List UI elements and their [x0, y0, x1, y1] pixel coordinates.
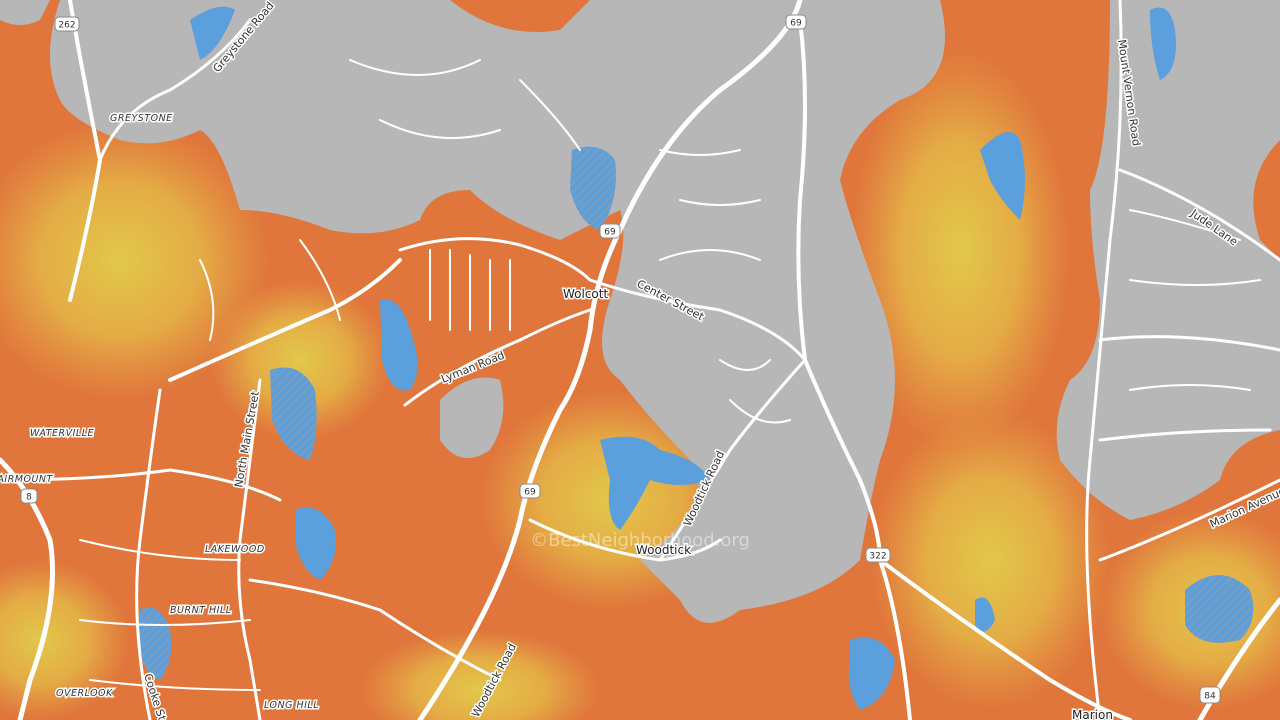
place-label: OVERLOOK	[56, 688, 113, 699]
route-shields: 262 69 69 8 69 322 84	[20, 14, 1221, 704]
shield: 8	[20, 488, 38, 504]
shield-label: 69	[604, 228, 616, 238]
town-label: Wolcott	[563, 287, 608, 301]
shield-label: 69	[790, 19, 802, 29]
shield: 262	[54, 16, 80, 32]
water	[138, 6, 1254, 710]
shield-label: 322	[869, 552, 886, 562]
shield: 69	[519, 483, 541, 499]
place-label: LAKEWOOD	[205, 544, 265, 555]
place-label: GREYSTONE	[110, 113, 173, 124]
shield: 84	[1199, 686, 1221, 704]
place-label: LONG HILL	[264, 700, 319, 711]
place-label: WATERVILLE	[30, 428, 94, 439]
shield: 322	[865, 547, 891, 563]
shield-label: 8	[26, 493, 32, 503]
place-label: BURNT HILL	[170, 605, 232, 616]
shield: 69	[599, 223, 621, 239]
town-label: Woodtick	[636, 543, 691, 557]
place-label: FAIRMOUNT	[0, 474, 54, 485]
shield-label: 84	[1204, 692, 1216, 702]
shield-label: 69	[524, 488, 536, 498]
shield-label: 262	[58, 21, 75, 31]
watermark: ©BestNeighborhood.org	[530, 530, 750, 551]
town-label: Marion	[1072, 708, 1113, 720]
shield: 69	[785, 14, 807, 30]
